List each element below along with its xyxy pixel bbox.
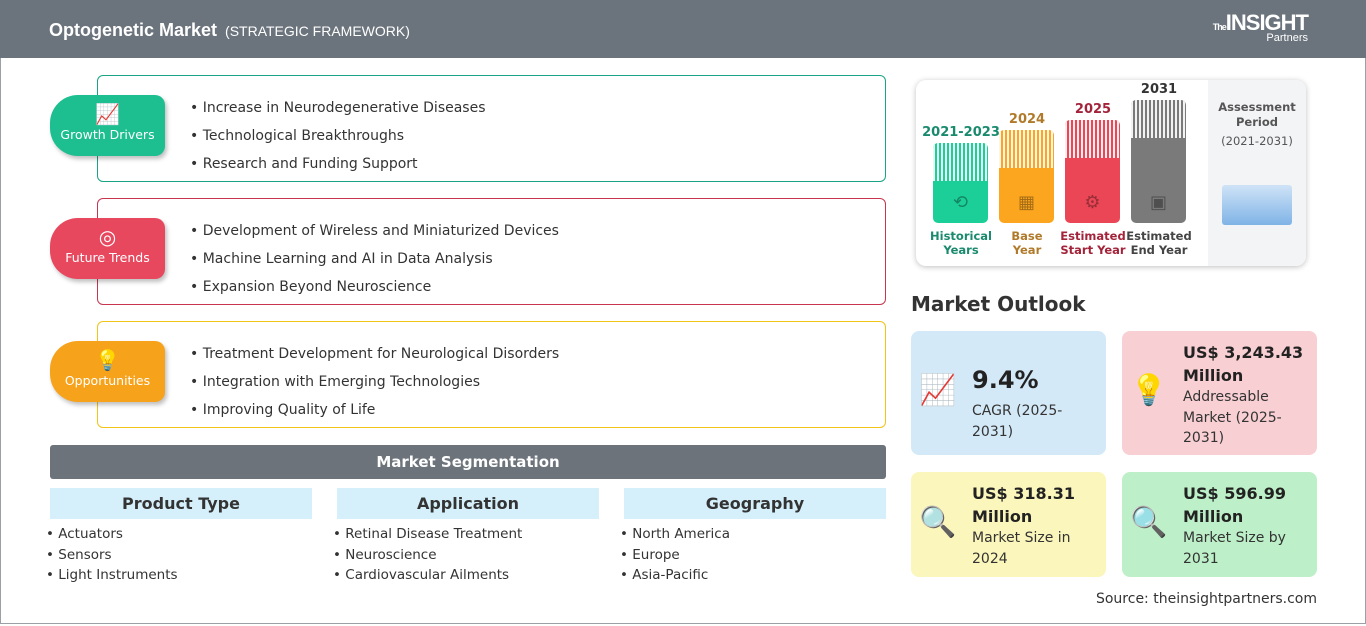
badge-label: Growth Drivers [60, 127, 155, 142]
framework-item: Development of Wireless and Miniaturized… [190, 217, 559, 245]
timeline-year: 2024 [1008, 112, 1046, 127]
magnifier-chart-icon: 🔍 [1130, 504, 1168, 540]
assessment-period: Assessment Period (2021-2031) [1208, 80, 1306, 266]
segment-list: Retinal Disease TreatmentNeuroscienceCar… [333, 524, 522, 586]
framework-box-1: Development of Wireless and Miniaturized… [97, 198, 886, 305]
outlook-card: 🔍 US$ 596.99 Million Market Size by 2031 [1122, 472, 1317, 577]
badge-label: Opportunities [64, 373, 151, 388]
page-subtitle: (STRATEGIC FRAMEWORK) [225, 23, 410, 39]
outlook-desc: Addressable Market (2025-2031) [1183, 389, 1282, 446]
magnifier-chart-icon: 🔍 [919, 504, 957, 540]
framework-item: Expansion Beyond Neuroscience [190, 273, 559, 301]
presentation-icon: ▣ [1149, 192, 1167, 213]
framework-item: Integration with Emerging Technologies [190, 368, 559, 396]
framework-item: Technological Breakthroughs [190, 122, 486, 150]
segment-item: Light Instruments [46, 565, 177, 586]
outlook-value: US$ 596.99 Million [1183, 484, 1286, 526]
timeline-year: 2025 [1074, 102, 1112, 117]
segment-item: Cardiovascular Ailments [333, 565, 522, 586]
framework-item: Increase in Neurodegenerative Diseases [190, 94, 486, 122]
segment-list: ActuatorsSensorsLight Instruments [46, 524, 178, 586]
segment-item: Actuators [46, 524, 178, 545]
outlook-card: 🔍 US$ 318.31 Million Market Size in 2024 [911, 472, 1106, 577]
title-text: Optogenetic Market [49, 20, 218, 40]
timeline-bar: ⚙ [1065, 120, 1120, 223]
timeline-label: Historical Years [930, 229, 992, 257]
outlook-value: US$ 3,243.43 Million [1183, 343, 1304, 385]
segment-item: Sensors [46, 545, 178, 566]
segment-item: Neuroscience [333, 545, 522, 566]
timeline-bar: ▦ [999, 130, 1054, 223]
framework-item: Improving Quality of Life [190, 396, 559, 424]
lightbulb-hand-icon: 💡 [95, 348, 120, 372]
timeline-year: 2031 [1140, 82, 1178, 97]
outlook-desc: Market Size by 2031 [1183, 530, 1286, 567]
outlook-desc: Market Size in 2024 [972, 530, 1071, 567]
growth-chart-icon: 📈 [95, 102, 120, 126]
outlook-value: US$ 318.31 Million [972, 484, 1075, 526]
segment-list: North AmericaEuropeAsia-Pacific [620, 524, 730, 586]
segment-header: Geography [624, 488, 886, 519]
framework-item: Research and Funding Support [190, 150, 486, 178]
segment-item: North America [620, 524, 730, 545]
outlook-card: 📈 9.4% CAGR (2025-2031) [911, 331, 1106, 455]
segment-item: Europe [620, 545, 730, 566]
segment-header: Product Type [50, 488, 312, 519]
framework-box-0: Increase in Neurodegenerative DiseasesTe… [97, 75, 886, 182]
market-outlook-title: Market Outlook [911, 292, 1086, 316]
page-title: Optogenetic Market (STRATEGIC FRAMEWORK) [49, 20, 410, 41]
framework-badge: 📈 Growth Drivers [50, 95, 165, 156]
timeline-label: Base Year [1011, 229, 1043, 257]
dollar-lightbulb-icon: 💡 [1130, 373, 1168, 408]
framework-badge: ◎ Future Trends [50, 218, 165, 279]
monitor-settings-icon: ⚙ [1084, 192, 1101, 213]
source-text: Source: theinsightpartners.com [1095, 591, 1317, 607]
framework-item: Treatment Development for Neurological D… [190, 340, 560, 368]
timeline-label: Estimated End Year [1126, 229, 1192, 257]
logo: TheINSIGHT Partners [1212, 10, 1309, 44]
history-icon: ⟲ [952, 192, 969, 213]
outlook-value: 9.4% [972, 366, 1039, 394]
analytics-illustration-icon [1222, 185, 1292, 225]
calendar-icon: ▦ [1017, 192, 1035, 213]
framework-badge: 💡 Opportunities [50, 341, 165, 402]
timeline-bar: ▣ [1131, 100, 1186, 223]
growth-chart-icon: 📈 [919, 373, 957, 408]
segment-item: Asia-Pacific [620, 565, 730, 586]
framework-item: Machine Learning and AI in Data Analysis [190, 245, 559, 273]
segmentation-title: Market Segmentation [50, 445, 886, 479]
header-bar [0, 0, 1366, 58]
timeline-year: 2021-2023 [922, 125, 1000, 140]
badge-label: Future Trends [65, 250, 150, 265]
target-icon: ◎ [98, 225, 117, 249]
framework-box-2: Treatment Development for Neurological D… [97, 321, 886, 428]
outlook-card: 💡 US$ 3,243.43 Million Addressable Market … [1122, 331, 1317, 455]
segment-item: Retinal Disease Treatment [333, 524, 522, 545]
outlook-desc: CAGR (2025-2031) [972, 403, 1063, 440]
segment-header: Application [337, 488, 599, 519]
timeline-bar: ⟲ [933, 143, 988, 223]
timeline-label: Estimated Start Year [1060, 229, 1126, 257]
